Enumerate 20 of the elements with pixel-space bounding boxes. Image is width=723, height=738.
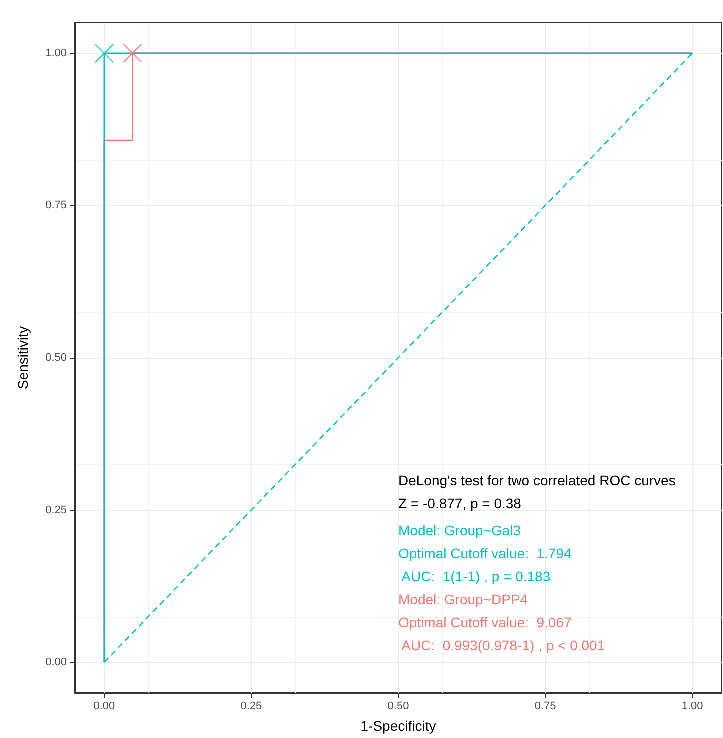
y-tick-label: 0.00 [46, 656, 67, 669]
x-axis-title: 1-Specificity [360, 718, 436, 734]
annotation: Optimal Cutoff value: 1.794 [398, 546, 572, 562]
x-tick-label: 0.75 [534, 700, 556, 712]
annotation: Model: Group~Gal3 [398, 522, 522, 539]
annotation: Z = -0.877, p = 0.38 [398, 496, 522, 512]
y-axis-title: Sensitivity [15, 326, 31, 390]
x-tick-label: 0.00 [94, 700, 116, 712]
annotation: AUC: 0.993(0.978-1) , p < 0.001 [398, 638, 606, 654]
y-tick-label: 0.25 [46, 504, 67, 516]
x-tick-label: 0.50 [388, 700, 410, 712]
annotation: Model: Group~DPP4 [398, 592, 528, 608]
annotation: AUC: 1(1-1) , p = 0.183 [398, 568, 551, 585]
annotation: DeLong's test for two correlated ROC curves [398, 472, 676, 489]
y-tick-label: 0.75 [46, 200, 67, 212]
x-tick-label: 1.00 [682, 700, 704, 712]
x-tick-label: 0.25 [240, 700, 262, 712]
y-tick-label: 1.00 [46, 47, 67, 60]
y-tick-label: 0.50 [46, 352, 67, 364]
annotation: Optimal Cutoff value: 9.067 [398, 614, 572, 631]
